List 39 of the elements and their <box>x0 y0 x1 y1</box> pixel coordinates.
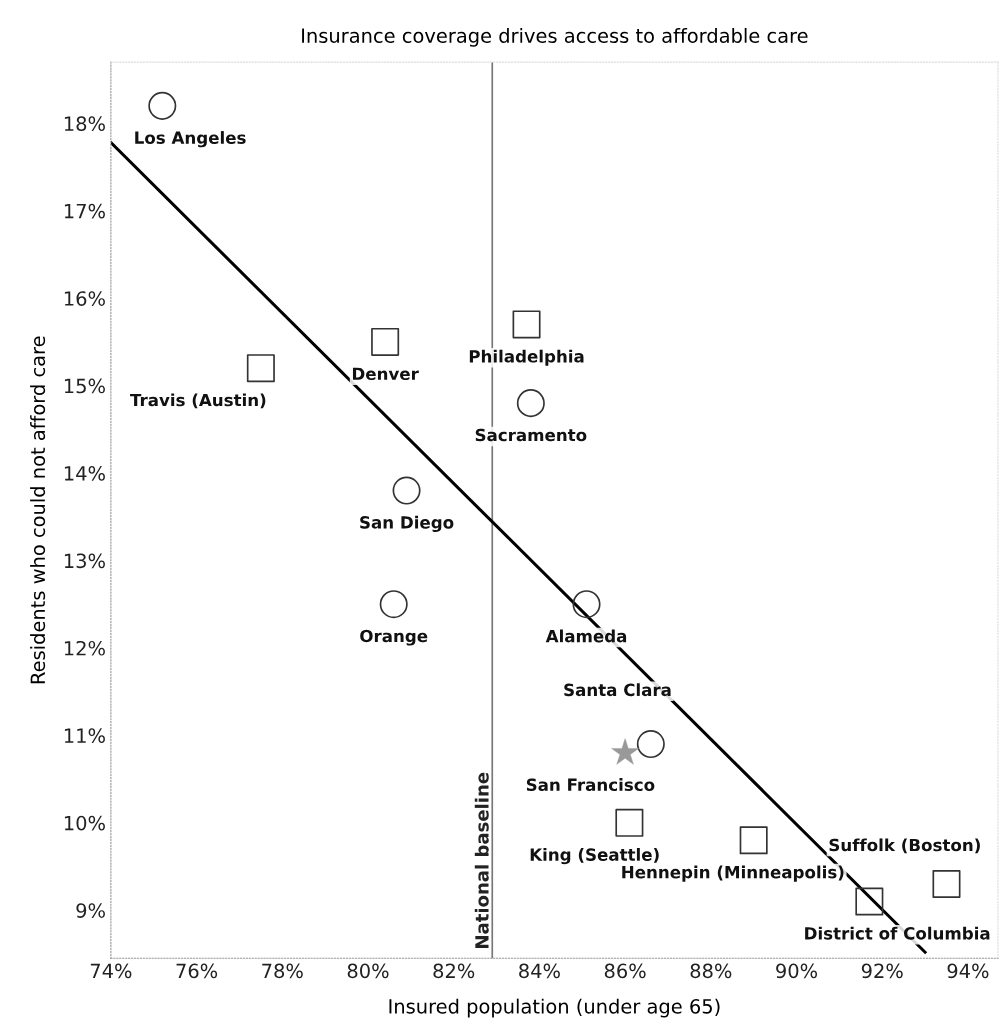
x-tick-label: 82% <box>433 963 475 979</box>
x-tick-label: 76% <box>176 963 218 979</box>
annotation: Orange <box>360 629 428 646</box>
y-axis-title: Residents who could not afford care <box>30 336 46 684</box>
chart-title: Insurance coverage drives access to affordable care <box>302 27 808 47</box>
annotation: Suffolk (Boston) <box>829 838 980 854</box>
y-tick-label: 15% <box>64 378 105 394</box>
x-tick-label: 84% <box>519 963 560 979</box>
y-tick-label: 11% <box>64 728 105 744</box>
x-tick-label: 90% <box>776 963 818 979</box>
annotation: Philadelphia <box>469 349 584 366</box>
x-tick-label: 78% <box>262 963 303 979</box>
x-tick-label: 80% <box>347 963 389 979</box>
ref-line-label: National baseline <box>474 772 489 948</box>
annotation: Alameda <box>545 629 627 643</box>
annotation: Sacramento <box>475 428 587 442</box>
x-tick-label: 94% <box>947 963 989 979</box>
annotation: Los Angeles <box>135 131 246 148</box>
annotation: District of Columbia <box>805 926 990 940</box>
x-tick-label: 88% <box>690 963 732 979</box>
y-tick-label: 14% <box>64 466 105 481</box>
x-axis-title: Insured population (under age 65) <box>389 998 720 1018</box>
annotation: San Diego <box>360 515 454 533</box>
y-tick-label: 16% <box>64 291 105 306</box>
y-tick-label: 12% <box>64 640 105 656</box>
x-tick-label: 86% <box>604 963 646 979</box>
annotation: Denver <box>352 367 419 381</box>
y-tick-label: 10% <box>64 815 105 831</box>
annotation: Travis (Austin) <box>130 393 266 409</box>
annotation: San Francisco <box>526 778 655 792</box>
annotation: King (Seattle) <box>530 847 659 865</box>
x-tick-label: 92% <box>861 963 903 979</box>
y-tick-label: 13% <box>64 553 105 569</box>
annotation: Santa Clara <box>564 683 671 697</box>
x-tick-label: 74% <box>90 963 132 979</box>
y-tick-label: 18% <box>64 116 105 132</box>
annotation: Hennepin (Minneapolis) <box>622 865 844 882</box>
y-tick-label: 9% <box>76 903 105 918</box>
y-tick-label: 17% <box>64 203 105 219</box>
